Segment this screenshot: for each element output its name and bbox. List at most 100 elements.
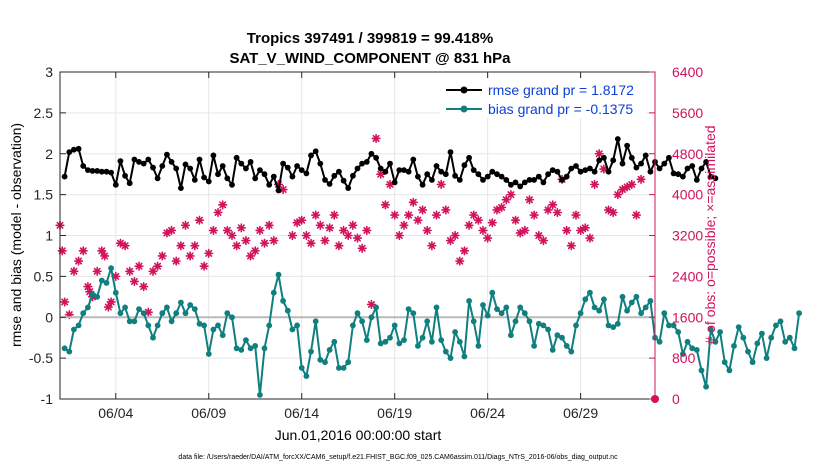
bias-point xyxy=(712,338,719,345)
bias-point xyxy=(675,329,682,335)
obs-marker-stroke xyxy=(349,221,357,229)
rmse-point xyxy=(693,177,700,183)
rmse-point xyxy=(159,163,166,169)
bias-point xyxy=(66,348,73,355)
rmse-point xyxy=(675,171,682,178)
obs-assimilated-marker xyxy=(497,202,507,212)
rmse-point xyxy=(661,160,668,167)
rmse-point xyxy=(628,154,635,161)
bias-point xyxy=(415,343,421,349)
bias-point xyxy=(573,322,579,329)
obs-marker-stroke xyxy=(182,221,190,229)
bias-point xyxy=(224,310,231,317)
bias-line xyxy=(64,267,801,396)
rmse-point xyxy=(205,178,212,185)
bias-point xyxy=(396,340,403,347)
rmse-point xyxy=(387,160,393,167)
rmse-point xyxy=(568,165,575,172)
bias-point xyxy=(122,304,128,311)
bias-point xyxy=(424,318,431,325)
obs-marker-stroke xyxy=(437,180,445,188)
bias-point xyxy=(577,310,584,317)
obs-marker-stroke xyxy=(126,267,134,275)
obs-assimilated-marker xyxy=(287,230,298,241)
obs-assimilated-marker xyxy=(134,261,144,271)
obs-marker-stroke xyxy=(572,211,580,219)
obs-assimilated-marker xyxy=(325,223,335,233)
bias-point xyxy=(275,271,282,278)
obs-assimilated-marker xyxy=(194,215,205,225)
bias-point xyxy=(740,334,747,341)
rmse-point xyxy=(656,165,663,172)
obs-marker-stroke xyxy=(200,262,208,270)
obs-marker-stroke xyxy=(433,211,441,219)
bias-point xyxy=(442,348,449,355)
obs-assimilated-marker xyxy=(255,225,265,235)
rmse-point xyxy=(521,179,528,186)
obs-assimilated-marker xyxy=(227,230,237,241)
obs-marker-stroke xyxy=(107,298,115,306)
bias-point xyxy=(735,324,742,330)
obs-marker-stroke xyxy=(61,298,69,306)
obs-marker-stroke xyxy=(363,226,371,234)
rmse-point xyxy=(619,160,626,167)
obs-marker-stroke xyxy=(358,244,366,252)
obs-marker-stroke xyxy=(479,226,487,234)
obs-assimilated-marker xyxy=(380,200,390,210)
obs-marker-stroke xyxy=(442,206,450,214)
obs-assimilated-marker xyxy=(218,200,228,210)
bias-point xyxy=(717,329,723,335)
x-tick-label: 06/04 xyxy=(98,405,133,421)
rmse-point xyxy=(680,173,686,180)
bias-point xyxy=(480,302,486,308)
obs-marker-stroke xyxy=(530,211,538,219)
rmse-point xyxy=(647,168,654,175)
obs-marker-stroke xyxy=(172,257,180,265)
rmse-point xyxy=(322,177,328,183)
obs-assimilated-marker xyxy=(483,233,493,243)
y-tick-label-left: -1 xyxy=(41,391,54,407)
bias-point xyxy=(140,310,147,317)
bias-point xyxy=(554,332,561,339)
bias-point xyxy=(721,359,728,366)
y-tick-label-right: 2400 xyxy=(672,268,703,284)
bias-point xyxy=(322,359,328,366)
bias-point xyxy=(261,345,268,352)
rmse-point xyxy=(466,154,472,161)
obs-assimilated-marker xyxy=(166,225,177,235)
obs-marker-stroke xyxy=(140,283,148,291)
bias-point xyxy=(401,337,407,343)
obs-marker-stroke xyxy=(451,232,459,239)
rmse-point xyxy=(243,165,249,172)
bias-point xyxy=(791,345,798,352)
obs-marker-stroke xyxy=(391,211,399,219)
obs-assimilated-marker xyxy=(129,276,139,287)
obs-marker-stroke xyxy=(423,226,431,234)
rmse-point xyxy=(191,177,198,183)
rmse-point xyxy=(238,160,245,167)
rmse-point xyxy=(559,177,565,183)
bias-point xyxy=(587,289,593,296)
rmse-point xyxy=(508,181,514,188)
rmse-point xyxy=(563,173,570,180)
bias-point xyxy=(517,304,524,311)
bias-point xyxy=(243,337,249,343)
bias-point xyxy=(215,322,221,329)
bias-point xyxy=(689,345,696,352)
rmse-point xyxy=(377,165,384,172)
rmse-point xyxy=(545,171,551,178)
bias-point xyxy=(317,356,324,363)
rmse-point xyxy=(89,168,96,174)
rmse-point xyxy=(470,167,477,174)
obs-marker-stroke xyxy=(93,267,101,275)
rmse-point xyxy=(196,156,203,163)
rmse-point xyxy=(126,180,133,187)
obs-marker-stroke xyxy=(186,252,194,260)
rmse-point xyxy=(261,171,268,178)
bias-point xyxy=(117,310,124,317)
obs-assimilated-marker xyxy=(204,248,214,258)
rmse-point xyxy=(638,160,644,167)
bias-point xyxy=(531,343,537,349)
bias-point xyxy=(359,318,365,325)
bias-point xyxy=(768,334,775,341)
